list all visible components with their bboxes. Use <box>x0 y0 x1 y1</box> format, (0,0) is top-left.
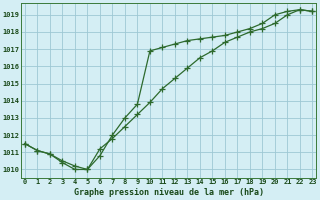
X-axis label: Graphe pression niveau de la mer (hPa): Graphe pression niveau de la mer (hPa) <box>74 188 264 197</box>
